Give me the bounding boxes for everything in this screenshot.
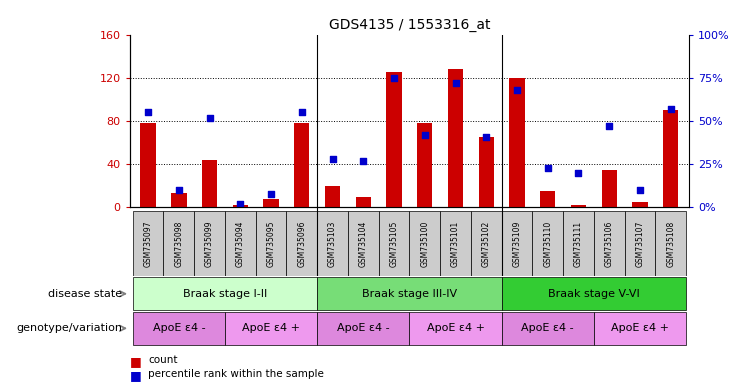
Text: ApoE ε4 +: ApoE ε4 + [611,323,669,333]
Text: GSM735102: GSM735102 [482,220,491,267]
FancyBboxPatch shape [409,312,502,345]
FancyBboxPatch shape [317,277,502,310]
Text: ApoE ε4 -: ApoE ε4 - [522,323,574,333]
Text: GSM735111: GSM735111 [574,220,583,267]
FancyBboxPatch shape [594,211,625,276]
Bar [356,197,371,207]
FancyBboxPatch shape [256,211,287,276]
Point [634,187,646,193]
Text: ApoE ε4 -: ApoE ε4 - [337,323,390,333]
Text: GSM735107: GSM735107 [636,220,645,267]
FancyBboxPatch shape [194,211,225,276]
Bar [632,202,648,207]
FancyBboxPatch shape [502,277,686,310]
FancyBboxPatch shape [133,211,164,276]
Text: ApoE ε4 +: ApoE ε4 + [427,323,485,333]
FancyBboxPatch shape [655,211,686,276]
Point [542,164,554,170]
FancyBboxPatch shape [563,211,594,276]
Point [265,190,277,197]
Text: GSM735106: GSM735106 [605,220,614,267]
Text: GSM735100: GSM735100 [420,220,429,267]
Bar [141,123,156,207]
Point [327,156,339,162]
Bar [602,170,617,207]
Point [173,187,185,193]
FancyBboxPatch shape [225,312,317,345]
Bar [417,123,433,207]
Text: Braak stage III-IV: Braak stage III-IV [362,289,457,299]
Text: Braak stage V-VI: Braak stage V-VI [548,289,639,299]
Bar [571,205,586,207]
Point [357,157,369,164]
FancyBboxPatch shape [502,211,532,276]
Text: GSM735108: GSM735108 [666,220,675,267]
Bar [202,160,217,207]
Bar [386,72,402,207]
Text: ■: ■ [130,355,142,368]
Point [603,123,615,129]
Text: GSM735103: GSM735103 [328,220,337,267]
FancyBboxPatch shape [287,211,317,276]
FancyBboxPatch shape [409,211,440,276]
Bar [171,193,187,207]
Point [665,106,677,112]
Point [204,114,216,121]
FancyBboxPatch shape [502,312,594,345]
Text: GSM735110: GSM735110 [543,220,552,267]
Bar [325,186,340,207]
Bar [509,78,525,207]
Bar [263,199,279,207]
Point [573,170,585,176]
Point [511,87,523,93]
Text: GSM735094: GSM735094 [236,220,245,267]
FancyBboxPatch shape [625,211,655,276]
Text: disease state: disease state [48,289,122,299]
Text: count: count [148,355,178,365]
Bar [479,137,494,207]
Text: GSM735104: GSM735104 [359,220,368,267]
Title: GDS4135 / 1553316_at: GDS4135 / 1553316_at [329,18,490,32]
Text: GSM735096: GSM735096 [297,220,306,267]
FancyBboxPatch shape [317,312,409,345]
Point [480,133,492,139]
FancyBboxPatch shape [348,211,379,276]
FancyBboxPatch shape [379,211,409,276]
Text: Braak stage I-II: Braak stage I-II [183,289,267,299]
Text: GSM735109: GSM735109 [513,220,522,267]
Bar [448,69,463,207]
Text: GSM735099: GSM735099 [205,220,214,267]
FancyBboxPatch shape [440,211,471,276]
Point [234,201,246,207]
FancyBboxPatch shape [317,211,348,276]
Text: percentile rank within the sample: percentile rank within the sample [148,369,324,379]
Point [388,74,400,81]
Text: GSM735095: GSM735095 [267,220,276,267]
FancyBboxPatch shape [133,277,317,310]
FancyBboxPatch shape [225,211,256,276]
Bar [663,110,678,207]
Text: GSM735098: GSM735098 [174,220,183,267]
Bar [540,191,556,207]
FancyBboxPatch shape [532,211,563,276]
Text: GSM735097: GSM735097 [144,220,153,267]
FancyBboxPatch shape [594,312,686,345]
Text: GSM735105: GSM735105 [390,220,399,267]
Point [296,109,308,115]
Point [142,109,154,115]
Text: ApoE ε4 +: ApoE ε4 + [242,323,300,333]
Text: ApoE ε4 -: ApoE ε4 - [153,323,205,333]
Point [450,80,462,86]
FancyBboxPatch shape [471,211,502,276]
FancyBboxPatch shape [133,312,225,345]
Text: genotype/variation: genotype/variation [16,323,122,333]
Text: ■: ■ [130,369,142,382]
Text: GSM735101: GSM735101 [451,220,460,267]
Point [419,132,431,138]
Bar [294,123,310,207]
FancyBboxPatch shape [164,211,194,276]
Bar [233,205,248,207]
